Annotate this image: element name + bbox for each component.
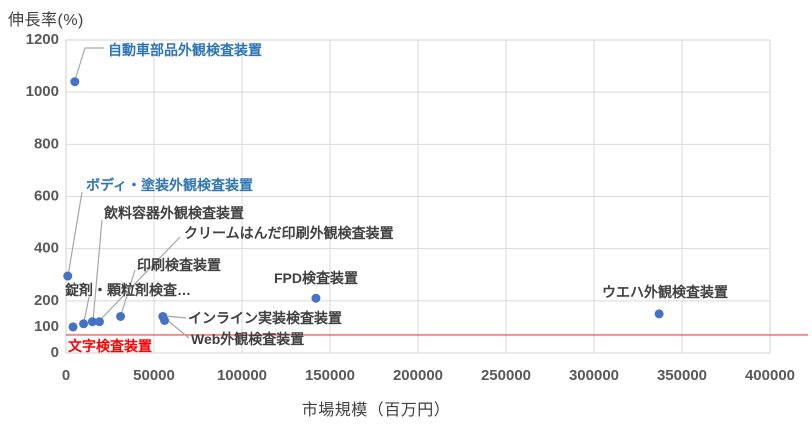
leader-line (165, 315, 187, 319)
x-tick-label: 0 (62, 367, 70, 384)
point-label: ボディ・塗装外観検査装置 (86, 177, 253, 193)
x-tick-label: 50000 (133, 367, 175, 384)
point-label: ウエハ外観検査装置 (602, 284, 728, 300)
y-tick-label: 200 (34, 292, 59, 309)
x-tick-label: 250000 (481, 367, 531, 384)
point-label: クリームはんだ印刷外観検査装置 (184, 225, 394, 241)
leader-line (99, 236, 181, 321)
point-label: 自動車部品外観検査装置 (108, 42, 262, 58)
data-point (87, 317, 97, 327)
x-tick-label: 100000 (217, 367, 267, 384)
data-point (70, 77, 80, 87)
y-tick-label: 1000 (26, 83, 59, 100)
leader-line (67, 191, 83, 277)
data-point (311, 293, 321, 303)
data-point (160, 315, 170, 325)
x-axis-title: 市場規模（百万円） (301, 402, 451, 419)
point-label: 文字検査装置 (68, 338, 152, 354)
data-point (68, 322, 78, 332)
x-tick-label: 300000 (569, 367, 619, 384)
y-tick-label: 600 (34, 188, 59, 205)
x-tick-label: 150000 (305, 367, 355, 384)
point-label: 飲料容器外観検査装置 (103, 205, 244, 221)
data-point (63, 271, 73, 281)
data-point (116, 311, 126, 321)
point-label: Web外観検査装置 (191, 331, 304, 347)
y-axis-title: 伸長率(%) (8, 12, 84, 29)
leader-line (92, 219, 103, 322)
y-tick-label: 400 (34, 240, 59, 257)
point-label: FPD検査装置 (274, 270, 358, 286)
y-tick-label: 100 (34, 318, 59, 335)
x-tick-label: 200000 (393, 367, 443, 384)
y-tick-label: 800 (34, 135, 59, 152)
x-tick-label: 400000 (745, 367, 795, 384)
point-label: 錠剤・顆粒剤検査… (65, 282, 191, 298)
leader-line (83, 296, 90, 323)
leader-line (120, 269, 136, 316)
y-tick-label: 0 (51, 344, 59, 361)
data-point (654, 309, 664, 319)
leader-line (74, 47, 104, 81)
point-label: 印刷検査装置 (137, 257, 221, 273)
data-point (79, 319, 89, 329)
plot-border (65, 39, 771, 354)
y-tick-label: 1200 (26, 31, 59, 48)
x-tick-label: 350000 (657, 367, 707, 384)
leader-line (166, 319, 190, 339)
point-label: インライン実装検査装置 (188, 310, 342, 326)
data-point (94, 317, 104, 327)
